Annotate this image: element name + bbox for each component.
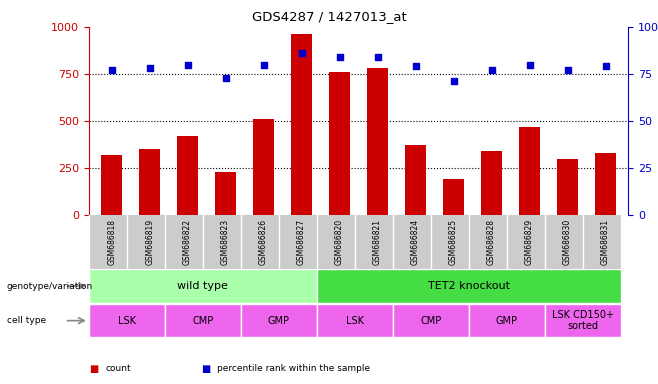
Text: wild type: wild type [178, 281, 228, 291]
Point [334, 54, 345, 60]
Point [182, 61, 193, 68]
Point [259, 61, 269, 68]
Text: GSM686828: GSM686828 [487, 219, 496, 265]
Bar [481, 151, 502, 215]
Text: GSM686830: GSM686830 [563, 219, 572, 265]
Text: LSK CD150+
sorted: LSK CD150+ sorted [552, 310, 614, 331]
Bar [316, 270, 620, 303]
Bar [291, 35, 312, 215]
Text: GSM686818: GSM686818 [107, 219, 116, 265]
Text: ■: ■ [201, 364, 210, 374]
Point [372, 54, 383, 60]
Text: CMP: CMP [420, 316, 442, 326]
Text: cell type: cell type [7, 316, 45, 325]
Text: GSM686823: GSM686823 [221, 219, 230, 265]
Text: LSK: LSK [118, 316, 136, 326]
Point [524, 61, 535, 68]
Point [600, 63, 611, 70]
Bar [595, 153, 616, 215]
Point [448, 78, 459, 84]
Text: percentile rank within the sample: percentile rank within the sample [217, 364, 370, 373]
Text: ■: ■ [89, 364, 98, 374]
Text: GMP: GMP [495, 316, 518, 326]
Text: CMP: CMP [192, 316, 213, 326]
Bar [545, 304, 620, 337]
Text: LSK: LSK [346, 316, 364, 326]
Bar [241, 304, 316, 337]
Bar [393, 304, 468, 337]
Text: GSM686831: GSM686831 [601, 219, 610, 265]
Bar [468, 304, 545, 337]
Text: GDS4287 / 1427013_at: GDS4287 / 1427013_at [251, 10, 407, 23]
Bar [89, 270, 316, 303]
Text: GSM686827: GSM686827 [297, 219, 306, 265]
Text: GMP: GMP [268, 316, 290, 326]
Bar [519, 127, 540, 215]
Text: GSM686819: GSM686819 [145, 219, 154, 265]
Text: count: count [105, 364, 131, 373]
Text: GSM686829: GSM686829 [525, 219, 534, 265]
Point [563, 67, 573, 73]
Point [144, 65, 155, 71]
Bar [367, 68, 388, 215]
Bar [164, 304, 241, 337]
Bar [101, 155, 122, 215]
Bar [139, 149, 160, 215]
Bar [405, 146, 426, 215]
Text: GSM686824: GSM686824 [411, 219, 420, 265]
Bar [253, 119, 274, 215]
Point [411, 63, 421, 70]
Bar [443, 179, 464, 215]
Text: GSM686826: GSM686826 [259, 219, 268, 265]
Point [220, 74, 231, 81]
Bar [329, 72, 350, 215]
Point [486, 67, 497, 73]
Text: GSM686820: GSM686820 [335, 219, 344, 265]
Bar [215, 172, 236, 215]
Point [107, 67, 117, 73]
Bar [89, 304, 164, 337]
Point [296, 50, 307, 56]
Text: GSM686821: GSM686821 [373, 219, 382, 265]
Bar [557, 159, 578, 215]
Bar [316, 304, 393, 337]
Text: GSM686825: GSM686825 [449, 219, 458, 265]
Text: TET2 knockout: TET2 knockout [428, 281, 510, 291]
Bar [177, 136, 198, 215]
Text: GSM686822: GSM686822 [183, 219, 192, 265]
Text: genotype/variation: genotype/variation [7, 281, 93, 291]
